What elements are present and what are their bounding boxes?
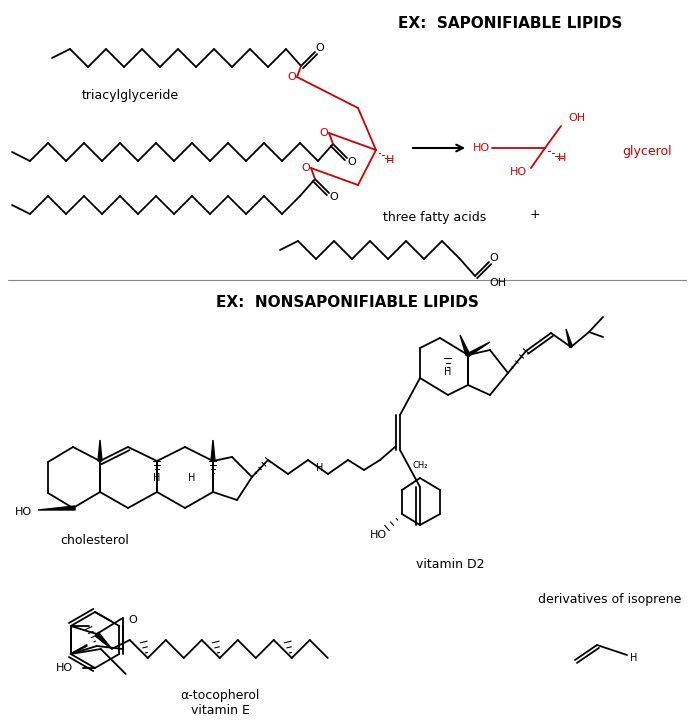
- Text: HO: HO: [370, 530, 387, 540]
- Text: H: H: [630, 653, 638, 663]
- Text: vitamin E: vitamin E: [191, 703, 249, 716]
- Text: H: H: [153, 473, 161, 483]
- Text: H: H: [316, 463, 323, 473]
- Polygon shape: [95, 632, 112, 649]
- Text: O: O: [287, 72, 296, 82]
- Text: H: H: [444, 367, 452, 377]
- Text: OH: OH: [489, 278, 506, 288]
- Text: triacylglyceride: triacylglyceride: [81, 88, 178, 101]
- Text: +: +: [530, 208, 541, 221]
- Text: CH₂: CH₂: [412, 461, 428, 469]
- Polygon shape: [98, 440, 102, 461]
- Text: H: H: [188, 473, 196, 483]
- Text: HO: HO: [56, 663, 73, 673]
- Polygon shape: [460, 335, 470, 356]
- Text: O: O: [129, 615, 137, 625]
- Text: O: O: [302, 163, 310, 173]
- Text: O: O: [490, 253, 498, 263]
- Text: glycerol: glycerol: [622, 145, 672, 158]
- Text: vitamin D2: vitamin D2: [416, 558, 484, 571]
- Text: O: O: [320, 128, 328, 138]
- Text: α-tocopherol: α-tocopherol: [180, 690, 260, 703]
- Text: O: O: [330, 192, 339, 202]
- Polygon shape: [566, 329, 573, 347]
- Polygon shape: [38, 506, 75, 510]
- Text: EX:  SAPONIFIABLE LIPIDS: EX: SAPONIFIABLE LIPIDS: [398, 16, 623, 31]
- Text: OH: OH: [568, 113, 586, 123]
- Text: cholesterol: cholesterol: [60, 534, 130, 547]
- Text: H: H: [386, 155, 394, 165]
- Text: derivatives of isoprene: derivatives of isoprene: [539, 594, 682, 607]
- Polygon shape: [467, 342, 490, 356]
- Text: H: H: [558, 153, 566, 163]
- Polygon shape: [211, 440, 215, 461]
- Text: O: O: [348, 157, 357, 167]
- Text: HO: HO: [473, 143, 490, 153]
- Text: three fatty acids: three fatty acids: [383, 212, 486, 225]
- Text: HO: HO: [15, 507, 32, 517]
- Text: HO: HO: [510, 167, 527, 177]
- Text: O: O: [316, 43, 324, 53]
- Text: EX:  NONSAPONIFIABLE LIPIDS: EX: NONSAPONIFIABLE LIPIDS: [216, 295, 478, 310]
